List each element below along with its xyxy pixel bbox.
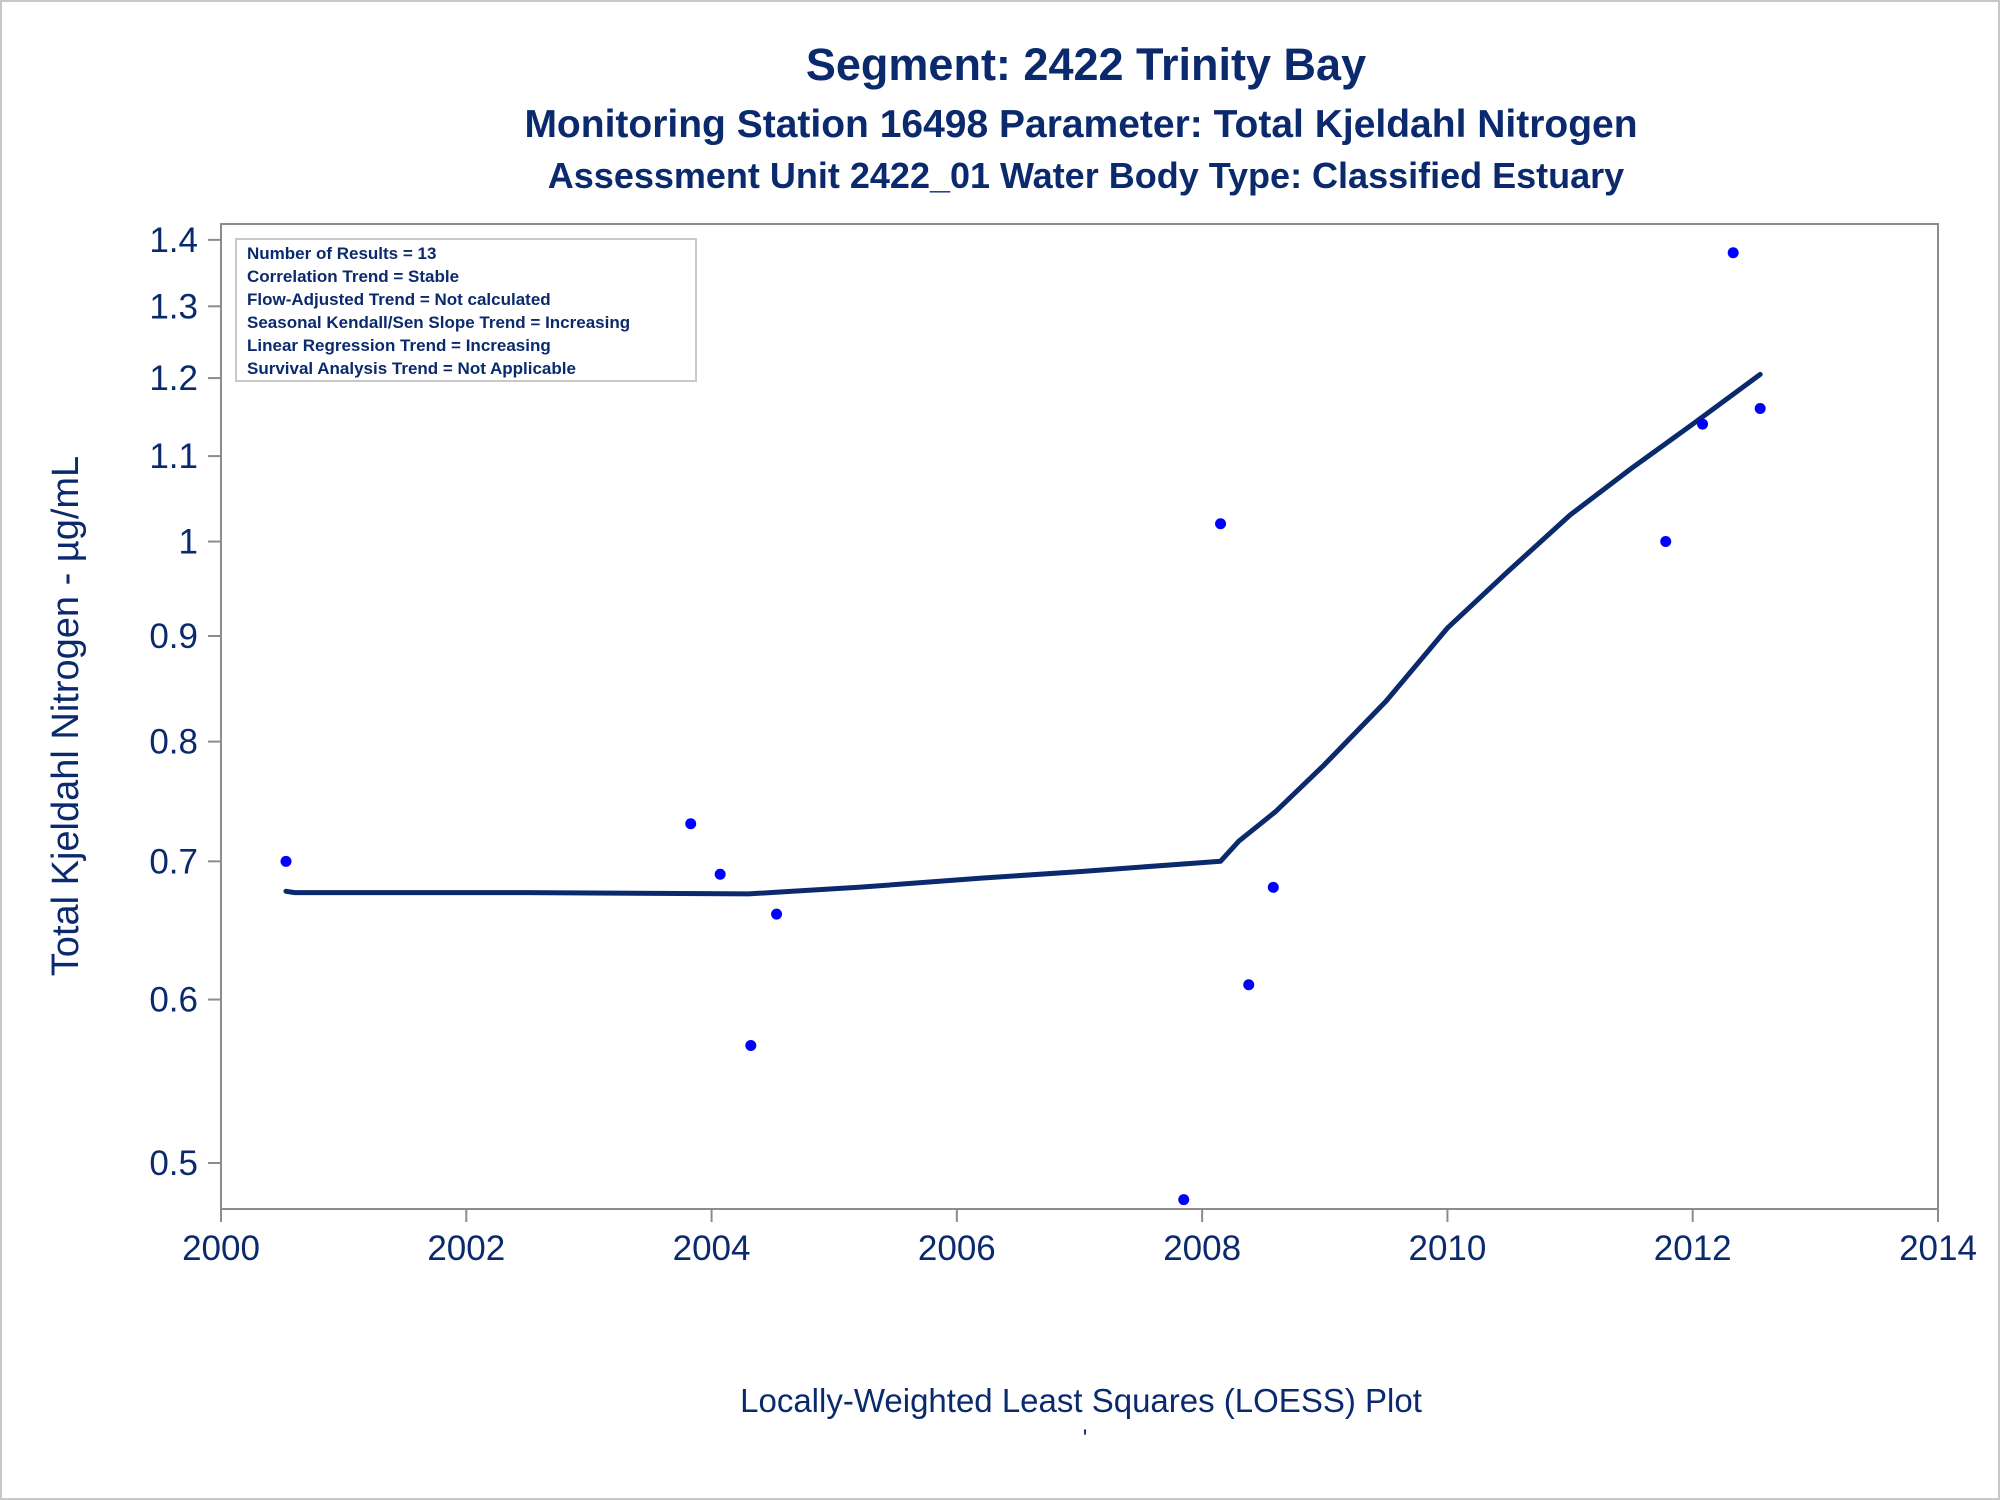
data-point [1754,402,1766,414]
y-tick-label: 1.2 [149,359,198,398]
x-tick-label: 2014 [1899,1229,1977,1268]
data-point [1215,518,1227,530]
data-point [1660,536,1672,548]
loess-line-layer [283,371,1763,897]
data-points-layer [280,247,1766,1206]
data-point [685,818,697,830]
x-tick-label: 2002 [427,1229,505,1268]
stats-box-border [235,238,697,382]
axis-ticks: 2000 2002 2004 2006 2008 2010 2012 2014 0.5 0.6 0.… [149,221,1977,1268]
data-point [714,868,726,880]
footnote-mark: ' [1083,1425,1088,1452]
y-tick-label: 1.4 [149,221,198,260]
loess-line [283,371,1763,897]
y-tick-label: 0.8 [149,723,198,762]
y-tick-label: 1.3 [149,287,198,326]
x-axis-label: Locally-Weighted Least Squares (LOESS) P… [740,1382,1422,1419]
stats-line: Linear Regression Trend = Increasing [247,336,551,355]
data-point [745,1040,757,1052]
x-tick-label: 2010 [1408,1229,1486,1268]
chart-title: Segment: 2422 Trinity Bay [806,39,1366,90]
x-tick-label: 2004 [673,1229,751,1268]
y-axis-label: Total Kjeldahl Nitrogen - µg/mL [45,456,87,976]
stats-line: Number of Results = 13 [247,244,436,263]
stats-line: Survival Analysis Trend = Not Applicable [247,359,576,378]
y-tick-label: 1 [179,523,198,562]
stats-line: Correlation Trend = Stable [247,267,459,286]
x-tick-label: 2000 [182,1229,260,1268]
y-tick-label: 1.1 [149,437,198,476]
x-tick-label: 2006 [918,1229,996,1268]
chart-subtitle-2: Assessment Unit 2422_01 Water Body Type:… [548,155,1624,196]
data-point [1727,247,1739,259]
stats-line: Flow-Adjusted Trend = Not calculated [247,290,551,309]
data-point [1267,881,1279,893]
y-tick-label: 0.7 [149,842,198,881]
chart-subtitle: Monitoring Station 16498 Parameter: Tota… [524,103,1637,146]
stats-line: Seasonal Kendall/Sen Slope Trend = Incre… [247,313,630,332]
data-point [1178,1194,1190,1206]
stats-box: Number of Results = 13 Correlation Trend… [235,238,697,382]
data-point [1243,979,1255,991]
y-tick-label: 0.6 [149,981,198,1020]
data-point [280,855,292,867]
x-tick-label: 2012 [1654,1229,1732,1268]
data-point [771,908,783,920]
y-tick-label: 0.9 [149,617,198,656]
data-point [1697,418,1709,430]
plot-area [220,223,1939,1210]
y-tick-label: 0.5 [149,1144,198,1183]
x-tick-label: 2008 [1163,1229,1241,1268]
